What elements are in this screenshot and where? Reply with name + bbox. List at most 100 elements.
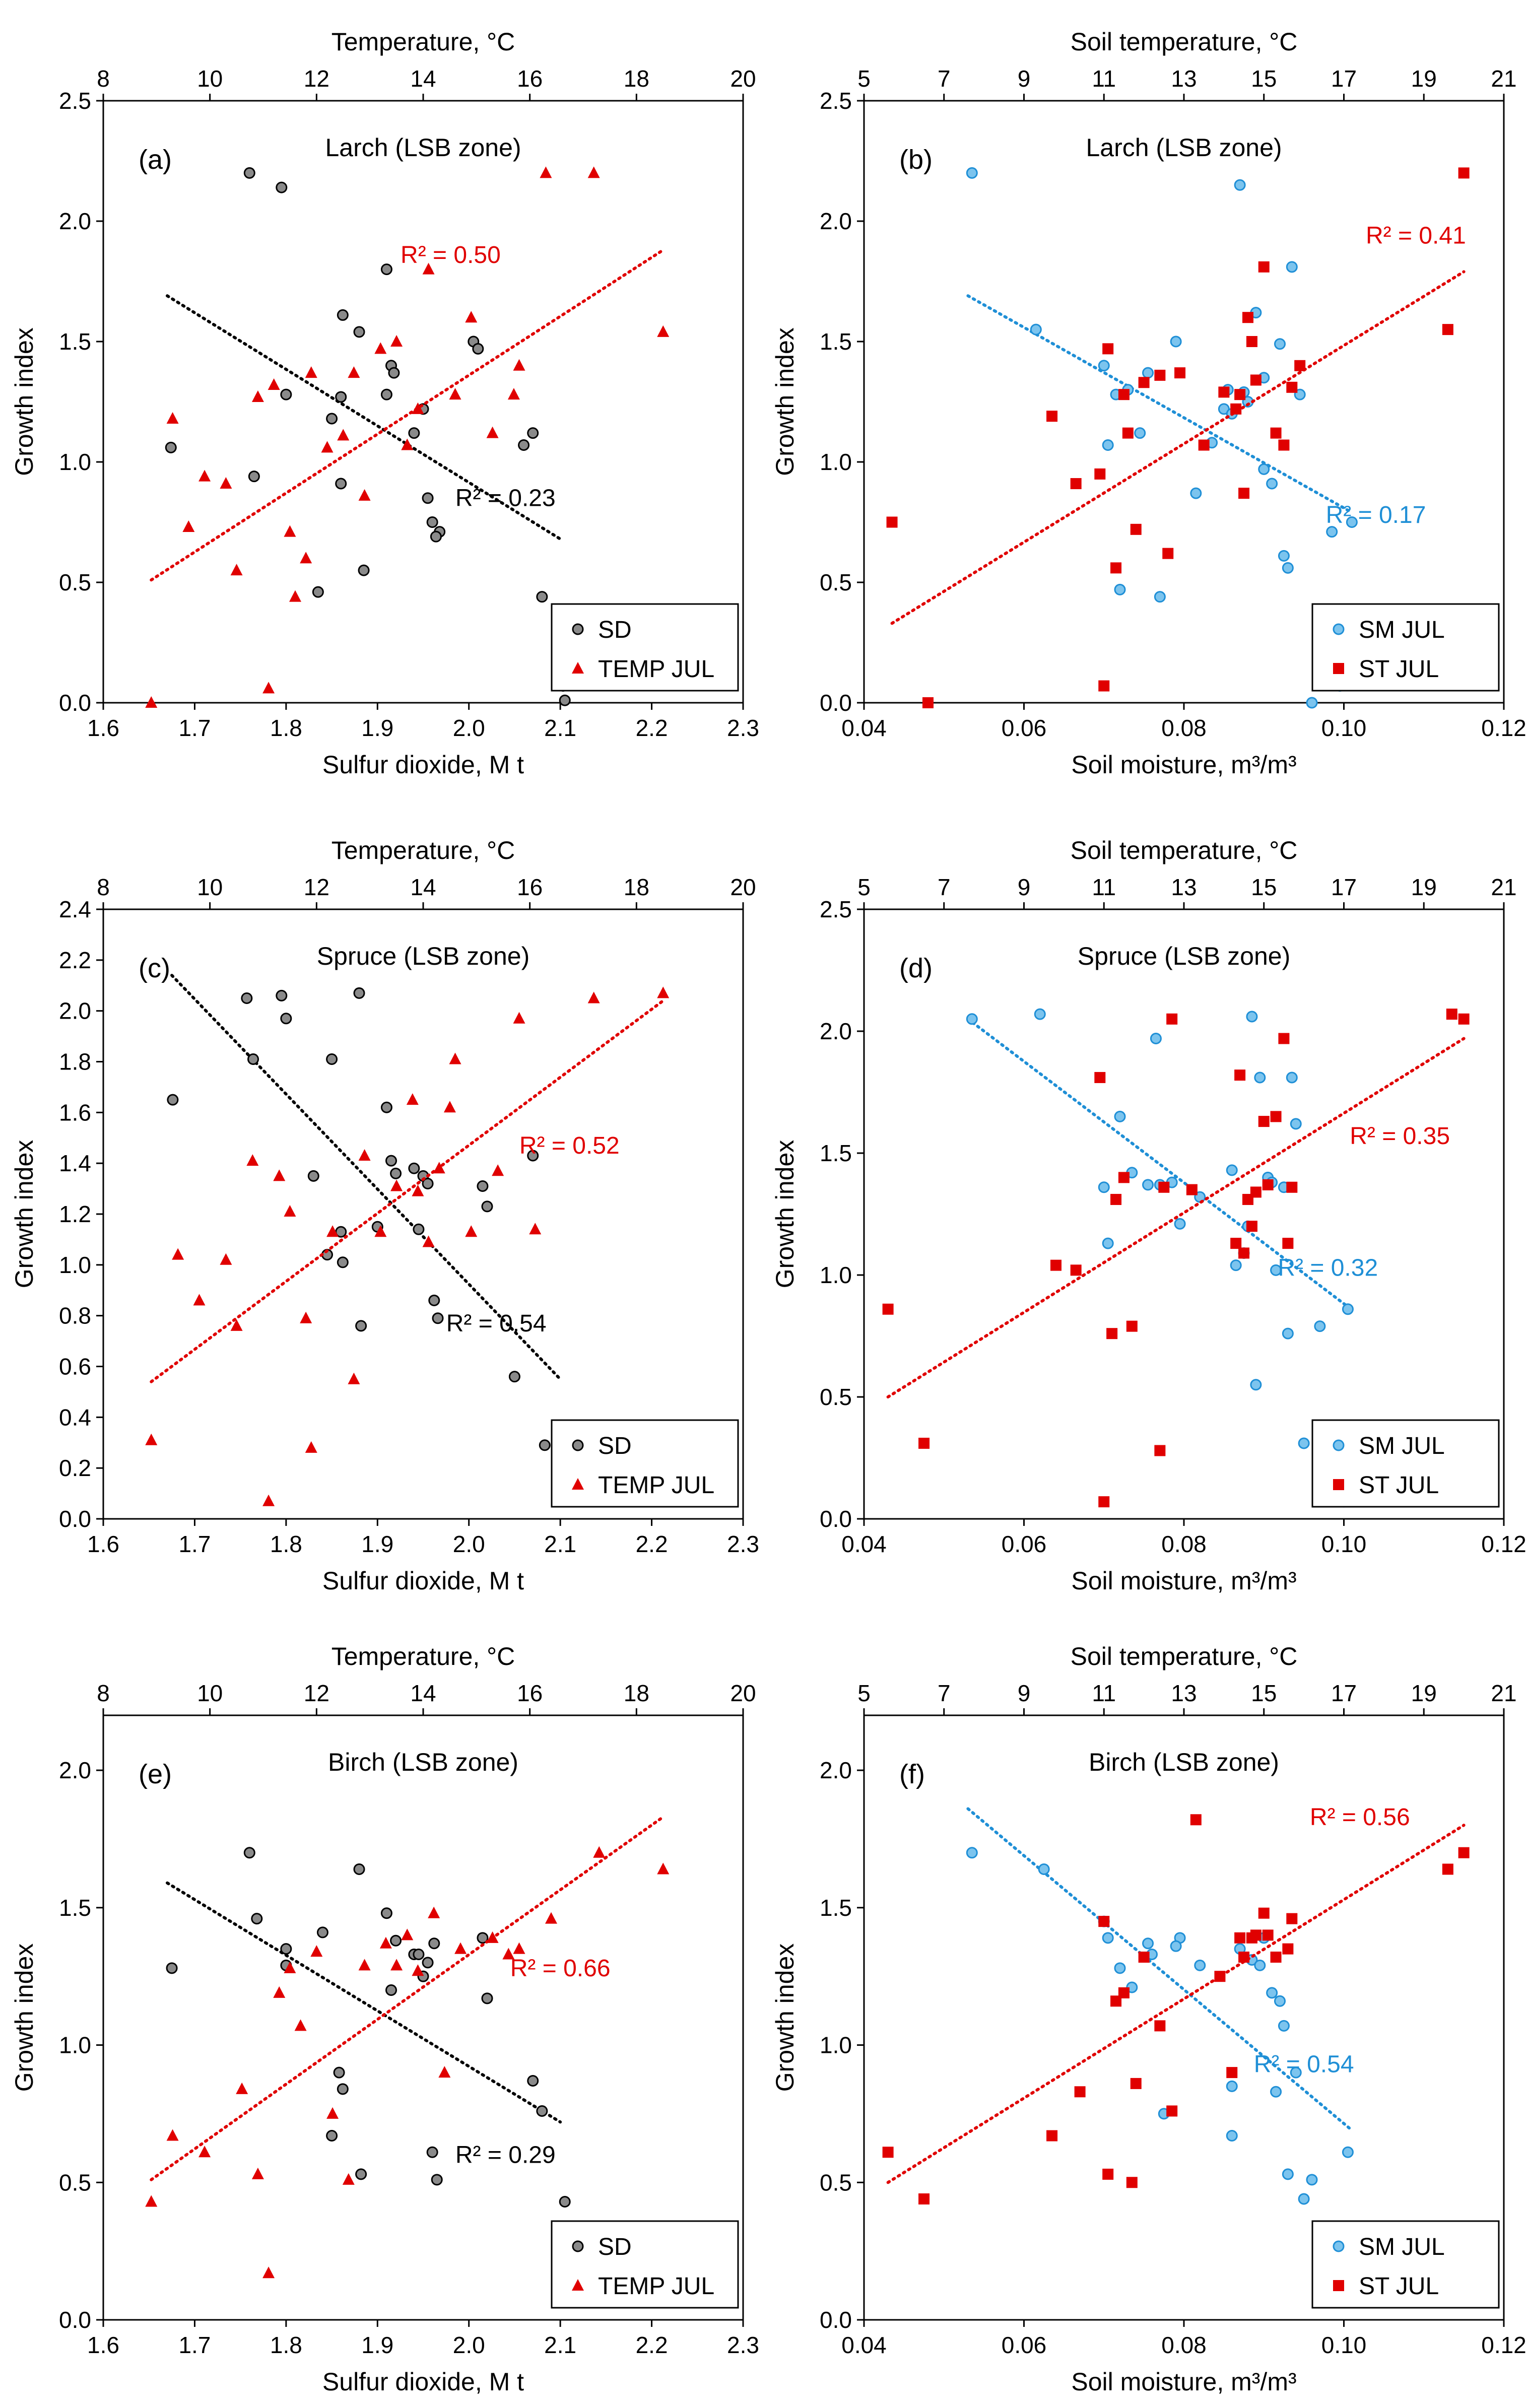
data-point	[247, 1053, 259, 1065]
data-point	[1150, 1033, 1162, 1045]
panel-label: (c)	[139, 953, 170, 983]
data-point	[1238, 1247, 1250, 1259]
data-point	[1238, 488, 1250, 499]
data-point	[1306, 2174, 1318, 2186]
data-point	[1282, 562, 1294, 574]
data-point	[246, 1154, 259, 1166]
data-point	[145, 2195, 158, 2207]
data-point	[1254, 1959, 1266, 1971]
series-1: R² = 0.41	[886, 167, 1470, 708]
x2-tick-label: 9	[1018, 1680, 1031, 1706]
x2-tick-label: 14	[410, 65, 436, 92]
data-point	[1442, 1863, 1453, 1875]
data-point	[1218, 386, 1230, 398]
data-point	[1342, 1303, 1354, 1315]
trend-line	[966, 1807, 1354, 2132]
x2-tick-label: 7	[938, 874, 951, 900]
data-point	[465, 1225, 478, 1237]
data-point	[1102, 1237, 1114, 1249]
x-tick-label: 2.0	[453, 1531, 485, 1557]
y-tick-label: 2.0	[820, 1757, 852, 1783]
x-axis-title: Sulfur dioxide, M t	[322, 1567, 524, 1595]
x-tick-label: 0.12	[1481, 2332, 1526, 2358]
x2-tick-label: 19	[1411, 65, 1437, 92]
data-point	[251, 2167, 264, 2179]
x2-tick-label: 18	[624, 1680, 649, 1706]
trend-line	[150, 248, 665, 582]
x2-tick-label: 8	[97, 874, 110, 900]
legend-box	[551, 1419, 739, 1508]
legend: SD TEMP JUL	[551, 603, 739, 692]
data-point	[1290, 1118, 1302, 1130]
data-point	[337, 429, 350, 441]
panel-label: (d)	[899, 953, 933, 983]
data-point	[1134, 427, 1146, 439]
x2-tick-label: 11	[1092, 874, 1116, 900]
data-point	[502, 1948, 515, 1960]
data-point	[1154, 2020, 1166, 2032]
data-point	[408, 427, 420, 439]
data-point	[1050, 1259, 1061, 1271]
y-tick-label: 1.5	[820, 1140, 852, 1166]
y-tick-label: 2.0	[820, 1018, 852, 1044]
x-tick-label: 0.06	[1002, 2332, 1047, 2358]
x2-tick-label: 8	[97, 1680, 110, 1706]
x-tick-label: 2.1	[544, 1531, 576, 1557]
x2-axis-title: Temperature, °C	[331, 28, 515, 56]
x2-tick-label: 11	[1092, 1680, 1116, 1706]
data-point	[1126, 2177, 1138, 2188]
data-point	[305, 1441, 317, 1453]
panel-e: 1.6 1.7 1.8 1.9 2.0 2.1 2.2 2.3 8 10 12 14 16 18 20 0.0…	[10, 1642, 759, 2396]
y-tick-label: 1.5	[59, 1895, 91, 1921]
y-tick-label: 2.5	[59, 88, 91, 114]
data-point	[1154, 1445, 1166, 1456]
data-point	[1238, 1952, 1250, 1963]
series-1: R² = 0.52	[145, 986, 670, 1506]
panel-label: (a)	[139, 145, 172, 175]
data-point	[284, 1205, 296, 1217]
x2-tick-label: 18	[624, 874, 649, 900]
x-tick-label: 2.1	[544, 715, 576, 741]
data-point	[1230, 1259, 1242, 1272]
data-point	[1070, 478, 1082, 490]
data-point	[1282, 1943, 1294, 1955]
data-point	[262, 682, 275, 694]
x-tick-label: 0.12	[1481, 1531, 1526, 1557]
data-point	[587, 991, 600, 1004]
data-point	[280, 1943, 292, 1955]
x-axis-title: Sulfur dioxide, M t	[322, 2368, 524, 2396]
data-point	[918, 1437, 930, 1449]
data-point	[220, 1253, 232, 1265]
data-point	[321, 441, 334, 453]
data-point	[1138, 377, 1150, 388]
data-point	[1194, 1959, 1206, 1971]
data-point	[406, 1093, 419, 1105]
x2-tick-label: 12	[304, 65, 329, 92]
data-point	[1154, 369, 1166, 381]
data-point	[1282, 2168, 1294, 2180]
x-tick-label: 0.08	[1161, 1531, 1207, 1557]
y-tick-label: 0.5	[59, 569, 91, 595]
data-point	[390, 1167, 402, 1179]
x-tick-label: 0.10	[1321, 1531, 1367, 1557]
data-point	[316, 1926, 328, 1938]
data-point	[276, 181, 288, 193]
y-axis-title: Growth index	[10, 1140, 38, 1289]
data-point	[593, 1846, 606, 1858]
r2-label: R² = 0.23	[455, 485, 556, 512]
x-tick-label: 1.8	[270, 1531, 302, 1557]
data-point	[449, 1052, 461, 1064]
data-point	[432, 1312, 444, 1324]
data-point	[284, 525, 296, 537]
data-point	[220, 477, 232, 489]
data-point	[1118, 1987, 1130, 1998]
data-point	[1326, 526, 1338, 538]
x2-tick-label: 19	[1411, 874, 1437, 900]
data-point	[262, 1494, 275, 1506]
data-point	[390, 1959, 403, 1971]
data-point	[380, 388, 392, 400]
x-tick-label: 0.04	[841, 1531, 887, 1557]
x2-tick-label: 21	[1491, 1680, 1516, 1706]
data-point	[1250, 1379, 1262, 1391]
